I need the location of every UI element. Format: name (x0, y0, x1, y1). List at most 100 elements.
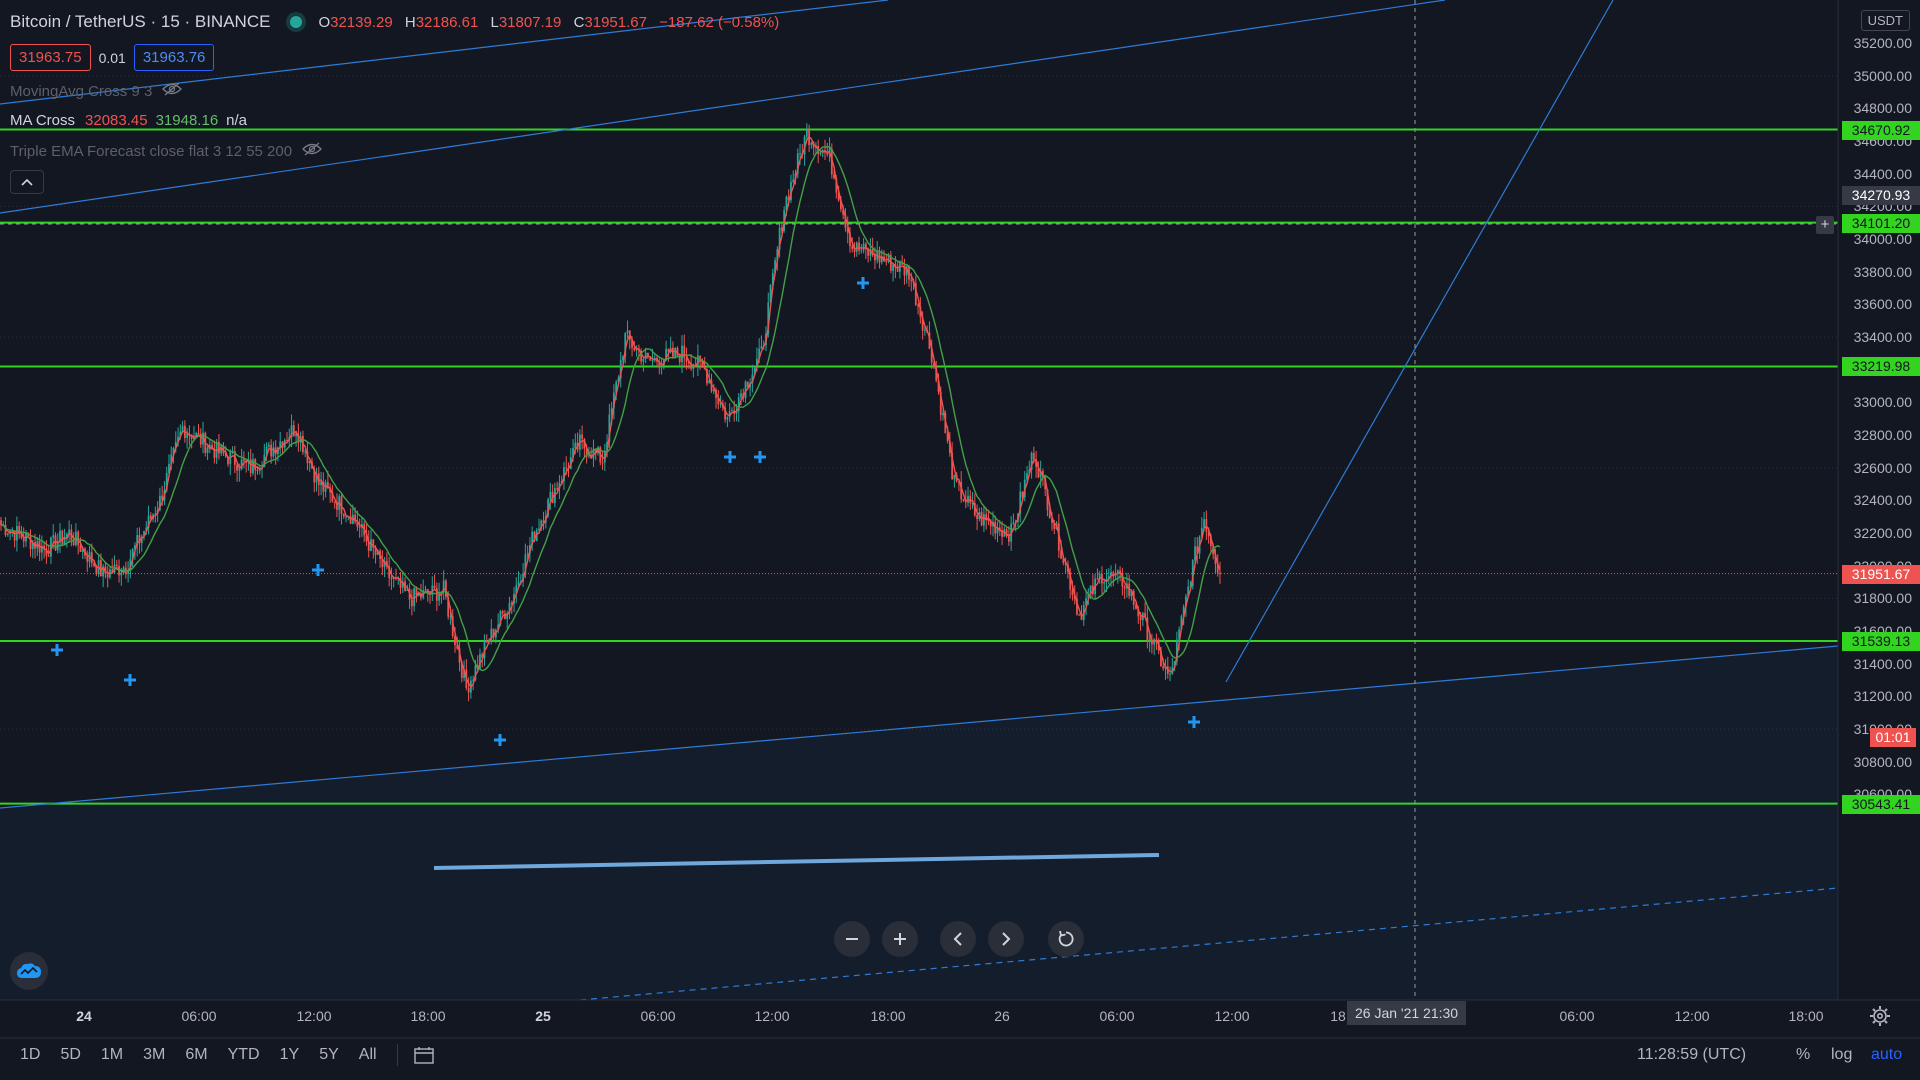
reset-chart-button[interactable] (1048, 921, 1084, 957)
candle-body (515, 585, 518, 594)
candle-body (740, 393, 742, 398)
ma-cross-value-2: 31948.16 (155, 112, 219, 129)
candle-body (858, 242, 860, 251)
timeframe-button[interactable]: 1M (100, 1046, 124, 1063)
candle-body (1214, 554, 1217, 565)
candle-body (712, 389, 715, 392)
percent-toggle[interactable]: % (1796, 1046, 1811, 1063)
eye-hidden-icon[interactable] (302, 142, 323, 160)
candle-body (676, 347, 679, 356)
date-range-icon[interactable] (413, 1046, 434, 1064)
tradingview-logo[interactable] (10, 952, 48, 990)
candle-body (290, 425, 293, 438)
candle-body (1035, 459, 1038, 467)
candle-body (1178, 629, 1181, 640)
close-value: 31951.67 (584, 13, 647, 31)
candle-body (177, 436, 179, 442)
add-alert-plus-icon[interactable]: + (1816, 216, 1834, 234)
timeframe-button[interactable]: 3M (143, 1046, 166, 1063)
candle-body (706, 368, 708, 384)
collapse-legend-button[interactable] (10, 170, 44, 194)
trend-line[interactable] (0, 0, 889, 105)
price-label: 35200.00 (1853, 35, 1912, 52)
candle-body (492, 628, 495, 638)
candle-body (985, 514, 988, 520)
trend-line[interactable] (579, 887, 1839, 1001)
candle-body (481, 654, 484, 658)
candle-body (998, 527, 1001, 530)
price-label: 33000.00 (1853, 394, 1912, 411)
candle-body (583, 438, 586, 449)
candle-body (267, 444, 270, 447)
candle-body (960, 482, 963, 500)
eye-hidden-icon[interactable] (162, 82, 183, 100)
scroll-left-button[interactable] (940, 921, 976, 957)
currency-label[interactable]: USDT (1860, 10, 1910, 31)
candle-body (624, 332, 627, 357)
timeframe-button[interactable]: YTD (227, 1046, 260, 1063)
candle-body (683, 345, 686, 359)
time-label: 12:00 (296, 1008, 332, 1024)
candle-body (756, 358, 758, 368)
grid-lines (0, 75, 1838, 730)
timeframe-button[interactable]: 6M (185, 1046, 208, 1063)
scroll-right-button[interactable] (988, 921, 1024, 957)
settings-gear-icon[interactable] (1868, 1004, 1892, 1028)
trend-line[interactable] (0, 645, 1839, 809)
candle-body (1026, 473, 1028, 480)
candle-body (1153, 639, 1156, 645)
candle-body (333, 501, 336, 503)
candle-body (1185, 596, 1187, 607)
symbol-title[interactable]: Bitcoin / TetherUS · 15 · BINANCE (10, 12, 271, 31)
candle-body (880, 256, 883, 263)
candle-body (678, 355, 681, 363)
utc-clock[interactable]: 11:28:59 (UTC) (1637, 1046, 1747, 1063)
timeframe-button[interactable]: 1Y (279, 1046, 300, 1063)
support-drawing-line[interactable] (433, 853, 1160, 870)
candle-body (862, 243, 865, 251)
candle-body (292, 425, 295, 437)
timeframe-button[interactable]: 1D (20, 1046, 41, 1063)
timeframe-button[interactable]: 5Y (319, 1046, 339, 1063)
timeframe-button[interactable]: All (358, 1046, 377, 1063)
timeframe-button[interactable]: 5D (60, 1046, 81, 1063)
indicator-triple-ema[interactable]: Triple EMA Forecast close flat 3 12 55 2… (10, 142, 323, 160)
horizontal-levels (0, 128, 1838, 805)
candle-body (1169, 673, 1171, 675)
candle-body (1003, 529, 1006, 537)
buy-button[interactable]: 31963.76 (133, 44, 215, 71)
candle-body (43, 545, 46, 549)
zoom-out-button[interactable] (834, 921, 870, 957)
price-label: 32400.00 (1853, 492, 1912, 509)
candle-body (193, 437, 195, 440)
candle-body (95, 565, 98, 574)
chevron-up-icon (21, 178, 33, 186)
candle-body (524, 554, 527, 575)
trend-line[interactable] (0, 0, 1446, 214)
candle-body (1191, 560, 1194, 587)
candle-body (140, 536, 143, 544)
candle-body (1130, 590, 1133, 596)
candle-body (1137, 608, 1140, 617)
candle-body (1135, 604, 1137, 609)
candle-body (744, 381, 747, 398)
candle-body (989, 520, 992, 527)
log-toggle[interactable]: log (1831, 1046, 1853, 1063)
candle-body (923, 329, 926, 331)
candle-body (885, 261, 888, 263)
auto-toggle[interactable]: auto (1871, 1046, 1903, 1063)
candle-body (329, 488, 332, 493)
candle-body (1200, 527, 1203, 537)
zoom-in-button[interactable] (882, 921, 918, 957)
indicator-movingavg-cross[interactable]: MovingAvg Cross 9 3 (10, 82, 183, 100)
sell-button[interactable]: 31963.75 (10, 44, 91, 71)
indicator-ma-cross[interactable]: MA Cross 32083.45 31948.16 n/a (10, 112, 247, 129)
reset-icon (1058, 930, 1074, 947)
candle-body (349, 516, 352, 524)
candle-body (1060, 550, 1062, 559)
candle-body (771, 273, 774, 285)
candle-body (1207, 531, 1210, 536)
candle-body (942, 413, 944, 416)
trend-line[interactable] (1225, 0, 1614, 683)
